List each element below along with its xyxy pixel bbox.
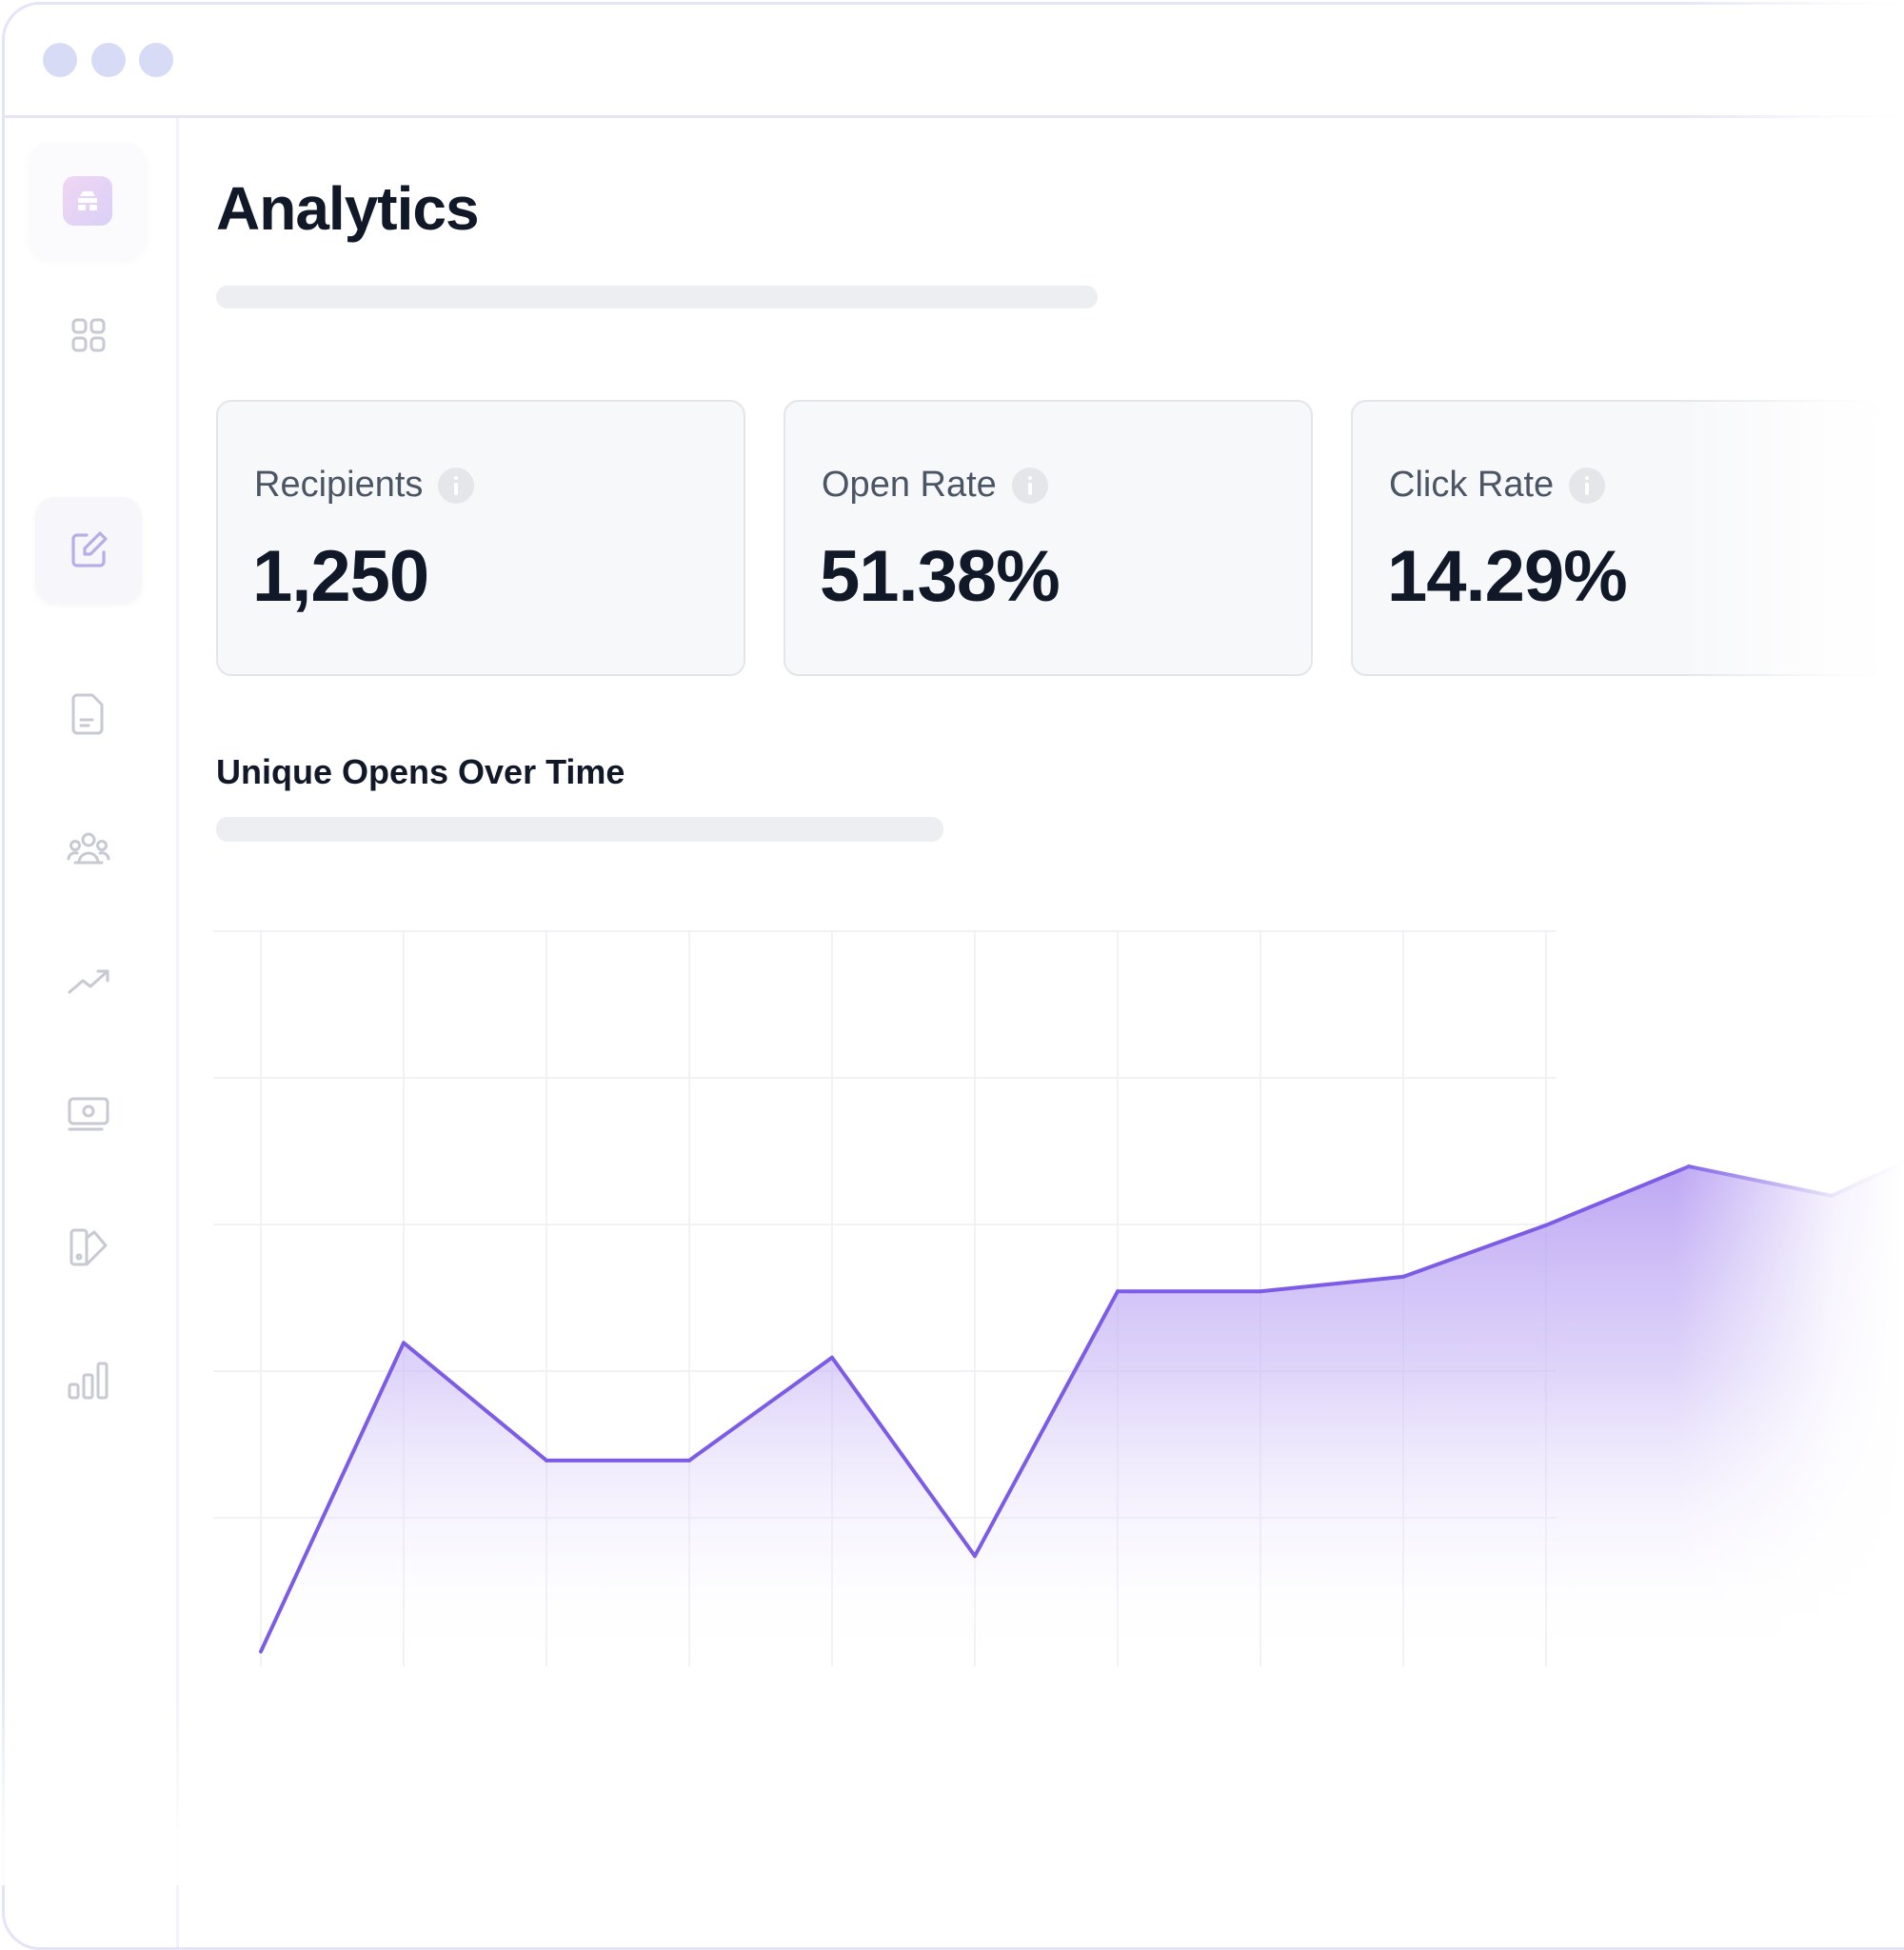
chart-area: [261, 1129, 1904, 1666]
unique-opens-chart: [0, 0, 1904, 1885]
